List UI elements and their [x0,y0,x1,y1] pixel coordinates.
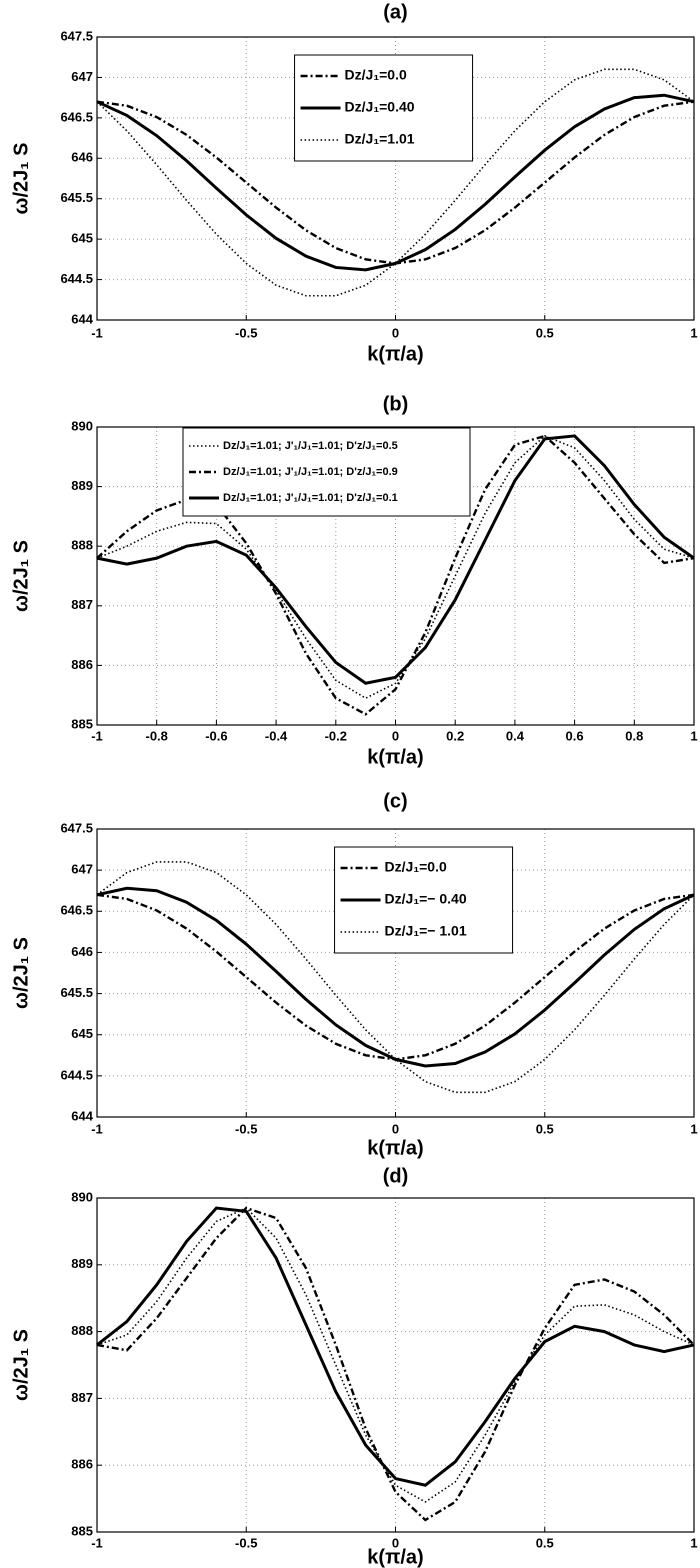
legend-label: Dz/J₁=1.01 [345,131,415,147]
legend-label: Dz/J₁=1.01; J'₁/J₁=1.01; D'z/J₁=0.1 [223,492,398,504]
x-tick-label: -0.4 [265,728,288,743]
chart-title: (c) [383,790,407,812]
y-tick-label: 889 [71,478,93,493]
data-line [96,434,695,716]
x-tick-label: -0.5 [235,325,257,340]
x-axis-label: k(π/a) [367,343,423,365]
data-line [96,68,695,297]
x-tick-label: -1 [91,728,103,743]
x-tick-label: 0.2 [446,728,464,743]
y-tick-label: 644.5 [60,1067,93,1082]
data-line [96,1207,695,1503]
y-tick-label: 646 [71,150,93,165]
legend: Dz/J₁=0.0 Dz/J₁=0.40 Dz/J₁=1.01 [294,54,474,162]
y-tick-label: 886 [71,657,93,672]
legend-label: Dz/J₁=− 1.01 [385,923,467,939]
y-axis-label: ω/2J₁ S [10,937,32,1009]
x-axis-label: k(π/a) [367,1137,423,1159]
x-tick-label: 1 [690,325,697,340]
y-axis-label: ω/2J₁ S [10,540,32,612]
y-tick-label: 647.5 [60,28,93,43]
x-tick-label: 0.6 [566,728,584,743]
data-line [96,435,695,700]
chart-title: (d) [383,1165,409,1187]
y-tick-label: 647.5 [60,820,93,835]
x-tick-label: 1 [690,1121,697,1136]
legend-label: Dz/J₁=0.40 [345,99,415,115]
y-axis-label: ω/2J₁ S [10,143,32,215]
y-tick-label: 645 [71,231,93,246]
x-tick-label: 0 [392,325,399,340]
x-tick-label: -1 [91,325,103,340]
x-axis-label: k(π/a) [367,746,423,768]
y-tick-label: 885 [71,1523,93,1538]
y-tick-label: 888 [71,1323,93,1338]
y-tick-label: 644 [71,1108,93,1123]
y-tick-label: 647 [71,69,93,84]
y-tick-label: 646 [71,944,93,959]
y-tick-label: 646.5 [60,109,93,124]
y-tick-label: 888 [71,538,93,553]
plot-frame [96,426,695,726]
y-tick-label: 890 [71,1189,93,1204]
plot-frame [96,36,695,321]
x-tick-label: 0.5 [536,1121,554,1136]
x-tick-label: -0.5 [235,1535,257,1550]
y-tick-label: 644.5 [60,271,93,286]
y-tick-label: 885 [71,716,93,731]
y-tick-label: 644 [71,311,93,326]
x-tick-label: -0.2 [325,728,347,743]
x-tick-label: 0.4 [506,728,525,743]
y-tick-label: 890 [71,418,93,433]
x-tick-label: -1 [91,1121,103,1136]
x-tick-label: 0.5 [536,1535,554,1550]
y-tick-label: 647 [71,862,93,877]
chart-title: (a) [383,1,407,23]
y-tick-label: 646.5 [60,903,93,918]
legend-label: Dz/J₁=1.01; J'₁/J₁=1.01; D'z/J₁=0.9 [223,466,398,478]
data-line [96,93,695,272]
legend-label: Dz/J₁=− 0.40 [385,891,467,907]
x-tick-label: -0.6 [205,728,227,743]
legend: Dz/J₁=0.0 Dz/J₁=− 0.40 Dz/J₁=− 1.01 [334,846,514,954]
chart-title: (b) [383,393,409,415]
y-tick-label: 889 [71,1256,93,1271]
y-tick-label: 645.5 [60,190,93,205]
data-line [96,861,695,1094]
plot-frame [96,828,695,1118]
legend: Dz/J₁=1.01; J'₁/J₁=1.01; D'z/J₁=0.5 Dz/J₁… [182,427,471,517]
x-tick-label: -1 [91,1535,103,1550]
y-tick-label: 887 [71,1390,93,1405]
data-line [96,1206,695,1487]
data-line [96,886,695,1068]
x-axis-label: k(π/a) [367,1546,423,1568]
x-tick-label: 0.5 [536,325,554,340]
y-tick-label: 887 [71,597,93,612]
y-tick-label: 645.5 [60,985,93,1000]
x-tick-label: 0 [392,1535,399,1550]
y-tick-label: 645 [71,1026,93,1041]
x-tick-label: 1 [690,728,697,743]
x-tick-label: 0.8 [625,728,643,743]
data-line [96,434,695,685]
x-tick-label: -0.5 [235,1121,257,1136]
plot-frame [96,1197,695,1533]
x-tick-label: 0 [392,1121,399,1136]
x-tick-label: 1 [690,1535,697,1550]
x-tick-label: 0 [392,728,399,743]
legend-label: Dz/J₁=1.01; J'₁/J₁=1.01; D'z/J₁=0.5 [223,440,398,452]
legend-box [182,427,471,517]
legend-label: Dz/J₁=0.0 [345,67,407,83]
y-axis-label: ω/2J₁ S [10,1329,32,1401]
y-tick-label: 886 [71,1457,93,1472]
x-tick-label: -0.8 [145,728,167,743]
data-line [96,1206,695,1522]
legend-label: Dz/J₁=0.0 [385,859,447,875]
